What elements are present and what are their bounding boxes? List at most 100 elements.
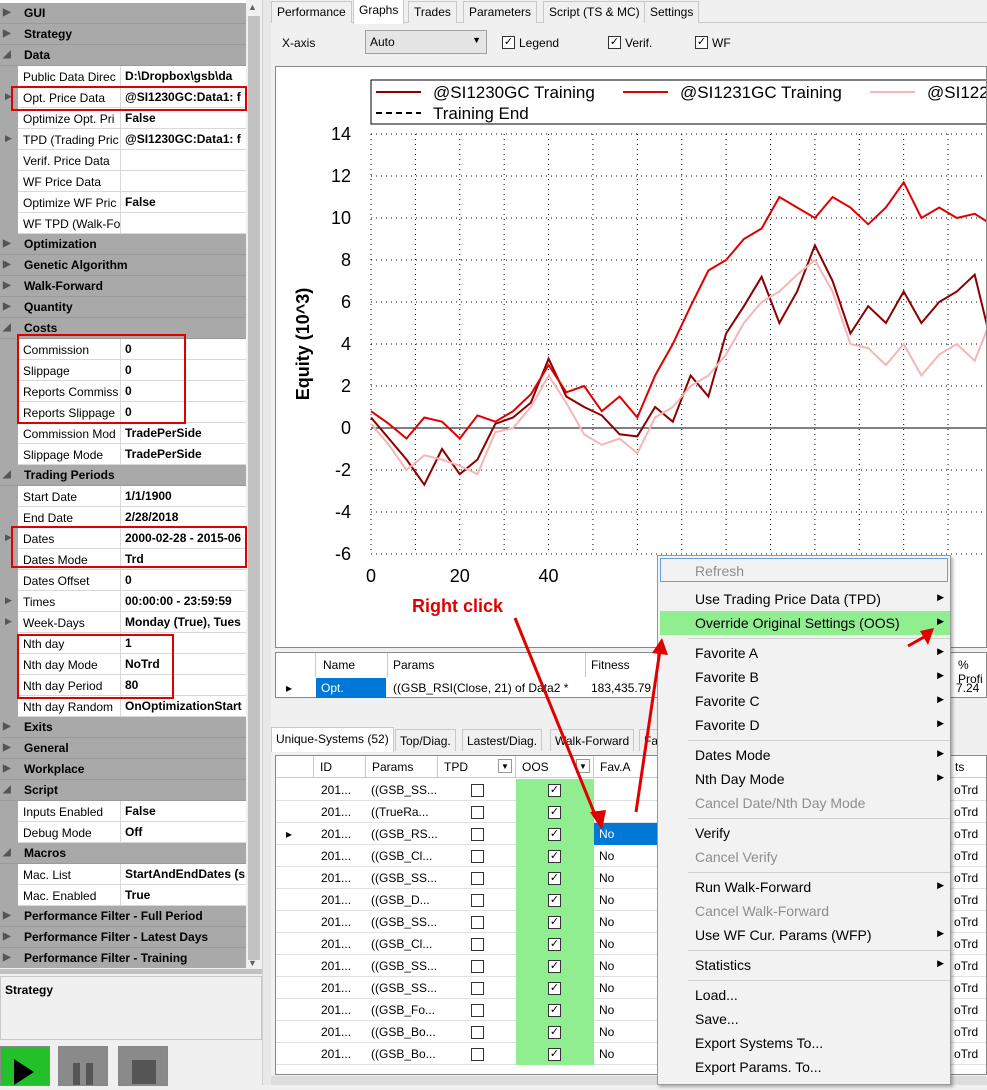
xaxis-select[interactable]: Auto ▼ bbox=[365, 30, 487, 54]
tpd-checkbox[interactable] bbox=[471, 894, 484, 907]
prop-row[interactable]: ▶ Week-Days Monday (True), Tues bbox=[0, 612, 246, 633]
table-row[interactable]: 201... ((GSB_SS... ✓ No oTrd bbox=[276, 955, 986, 977]
menu-item-export-params[interactable]: Export Params. To... bbox=[695, 1059, 822, 1075]
expand-arrow-icon[interactable]: ▶ bbox=[3, 301, 11, 312]
run-button[interactable] bbox=[0, 1046, 50, 1086]
id-cell[interactable]: 201... bbox=[321, 871, 352, 885]
category-quantity[interactable]: ▶ Quantity bbox=[0, 297, 246, 318]
category-walk-forward[interactable]: ▶ Walk-Forward bbox=[0, 276, 246, 297]
status-cell[interactable]: oTrd bbox=[954, 849, 979, 863]
status-cell[interactable]: oTrd bbox=[954, 1047, 979, 1061]
tpd-checkbox[interactable] bbox=[471, 916, 484, 929]
oos-checkbox[interactable]: ✓ bbox=[548, 1026, 561, 1039]
status-cell[interactable]: oTrd bbox=[954, 827, 979, 841]
tab-settings[interactable]: Settings bbox=[644, 1, 700, 23]
table-row[interactable]: 201... ((GSB_Cl... ✓ No oTrd bbox=[276, 845, 986, 867]
oos-checkbox[interactable]: ✓ bbox=[548, 960, 561, 973]
grid-cell[interactable]: 7.24 bbox=[956, 681, 980, 695]
table-row[interactable]: 201... ((GSB_SS... ✓ No oTrd bbox=[276, 867, 986, 889]
table-row[interactable]: ▸ 201... ((GSB_RS... ✓ No oTrd bbox=[276, 823, 986, 845]
grid-header[interactable]: % Profi bbox=[958, 658, 983, 686]
oos-checkbox[interactable]: ✓ bbox=[548, 784, 561, 797]
menu-item-favorite-a[interactable]: Favorite A ▶ bbox=[695, 645, 944, 661]
fav-a-cell[interactable]: No bbox=[599, 1047, 615, 1061]
category-trading-periods[interactable]: ◢ Trading Periods bbox=[0, 465, 246, 486]
id-cell[interactable]: 201... bbox=[321, 827, 352, 841]
pause-button[interactable] bbox=[58, 1046, 108, 1086]
category-performance-filter-latest[interactable]: ▶ Performance Filter - Latest Days bbox=[0, 927, 246, 948]
expand-arrow-icon[interactable]: ▶ bbox=[3, 721, 11, 732]
params-cell[interactable]: ((GSB_Cl... bbox=[371, 937, 433, 951]
tab-latest-diag[interactable]: Lastest/Diag. bbox=[462, 729, 543, 751]
expand-arrow-icon[interactable]: ▶ bbox=[3, 280, 11, 291]
category-script[interactable]: ◢ Script bbox=[0, 780, 246, 801]
menu-item-verify[interactable]: Verify bbox=[695, 825, 731, 841]
menu-item-cancel-walk-forward[interactable]: Cancel Walk-Forward bbox=[695, 903, 830, 919]
id-cell[interactable]: 201... bbox=[321, 893, 352, 907]
fav-a-cell[interactable]: No bbox=[599, 893, 615, 907]
collapse-arrow-icon[interactable]: ◢ bbox=[3, 49, 11, 60]
expand-arrow-icon[interactable]: ▶ bbox=[3, 742, 11, 753]
id-cell[interactable]: 201... bbox=[321, 1047, 352, 1061]
tab-performance[interactable]: Performance bbox=[271, 1, 352, 23]
prop-row[interactable]: Debug Mode Off bbox=[0, 822, 246, 843]
prop-row[interactable]: ▶ Dates 2000-02-28 - 2015-06 bbox=[0, 528, 246, 549]
grid-header[interactable]: Fav.A bbox=[594, 756, 660, 778]
fav-a-cell[interactable]: No bbox=[599, 849, 615, 863]
grid-header[interactable]: ts bbox=[949, 756, 986, 778]
scroll-down-icon[interactable]: ▼ bbox=[248, 958, 257, 968]
menu-item-export-systems[interactable]: Export Systems To... bbox=[695, 1035, 824, 1051]
oos-checkbox[interactable]: ✓ bbox=[548, 872, 561, 885]
fav-a-cell[interactable]: No bbox=[599, 915, 615, 929]
params-cell[interactable]: ((TrueRa... bbox=[371, 805, 429, 819]
oos-checkbox[interactable]: ✓ bbox=[548, 894, 561, 907]
expand-arrow-icon[interactable]: ▶ bbox=[3, 763, 11, 774]
params-cell[interactable]: ((GSB_SS... bbox=[371, 981, 438, 995]
fav-a-cell[interactable]: No bbox=[599, 1025, 615, 1039]
params-cell[interactable]: ((GSB_RS... bbox=[371, 827, 438, 841]
category-general[interactable]: ▶ General bbox=[0, 738, 246, 759]
status-cell[interactable]: oTrd bbox=[954, 981, 979, 995]
grid-header[interactable]: OOS ▼ bbox=[516, 756, 594, 778]
params-cell[interactable]: ((GSB_SS... bbox=[371, 959, 438, 973]
tpd-checkbox[interactable] bbox=[471, 960, 484, 973]
prop-row[interactable]: Optimize Opt. Pri False bbox=[0, 108, 246, 129]
expand-arrow-icon[interactable]: ▶ bbox=[3, 28, 11, 39]
grid-header[interactable]: Fitness bbox=[586, 653, 666, 677]
tpd-checkbox[interactable] bbox=[471, 1048, 484, 1061]
category-optimization[interactable]: ▶ Optimization bbox=[0, 234, 246, 255]
table-row[interactable]: 201... ((GSB_Fo... ✓ No oTrd bbox=[276, 999, 986, 1021]
menu-item-run-walk-forward[interactable]: Run Walk-Forward ▶ bbox=[695, 879, 944, 895]
prop-row[interactable]: Reports Commiss 0 bbox=[0, 381, 246, 402]
menu-item-refresh[interactable]: Refresh bbox=[695, 563, 745, 579]
tpd-checkbox[interactable] bbox=[471, 938, 484, 951]
prop-row[interactable]: Nth day Random OnOptimizationStart bbox=[0, 696, 246, 717]
menu-item-use-wf-params[interactable]: Use WF Cur. Params (WFP) ▶ bbox=[695, 927, 944, 943]
params-cell[interactable]: ((GSB_D... bbox=[371, 893, 430, 907]
expand-arrow-icon[interactable]: ▶ bbox=[5, 133, 12, 143]
fav-a-cell[interactable] bbox=[594, 801, 660, 823]
horizontal-scrollbar[interactable] bbox=[271, 1076, 987, 1085]
oos-checkbox[interactable]: ✓ bbox=[548, 1004, 561, 1017]
tpd-checkbox[interactable] bbox=[471, 784, 484, 797]
tab-script[interactable]: Script (TS & MC) bbox=[543, 1, 646, 23]
category-gui[interactable]: ▶ GUI bbox=[0, 3, 246, 24]
fav-a-cell[interactable]: No bbox=[599, 959, 615, 973]
category-costs[interactable]: ◢ Costs bbox=[0, 318, 246, 339]
oos-checkbox[interactable]: ✓ bbox=[548, 1048, 561, 1061]
fav-a-cell[interactable]: No bbox=[594, 823, 660, 845]
status-cell[interactable]: oTrd bbox=[954, 959, 979, 973]
prop-row[interactable]: Inputs Enabled False bbox=[0, 801, 246, 822]
prop-row[interactable]: Mac. List StartAndEndDates (s bbox=[0, 864, 246, 885]
fav-a-cell[interactable]: No bbox=[599, 937, 615, 951]
tpd-checkbox[interactable] bbox=[471, 1004, 484, 1017]
grid-header[interactable]: TPD ▼ bbox=[438, 756, 516, 778]
prop-row[interactable]: Commission 0 bbox=[0, 339, 246, 360]
oos-checkbox[interactable]: ✓ bbox=[548, 850, 561, 863]
menu-item-override-oos[interactable]: Override Original Settings (OOS) ▶ bbox=[660, 611, 950, 635]
grid-header[interactable]: Name bbox=[318, 653, 388, 677]
expand-arrow-icon[interactable]: ▶ bbox=[5, 91, 12, 101]
table-row[interactable]: 201... ((GSB_D... ✓ No oTrd bbox=[276, 889, 986, 911]
category-strategy[interactable]: ▶ Strategy bbox=[0, 24, 246, 45]
fav-a-cell[interactable]: No bbox=[599, 1003, 615, 1017]
